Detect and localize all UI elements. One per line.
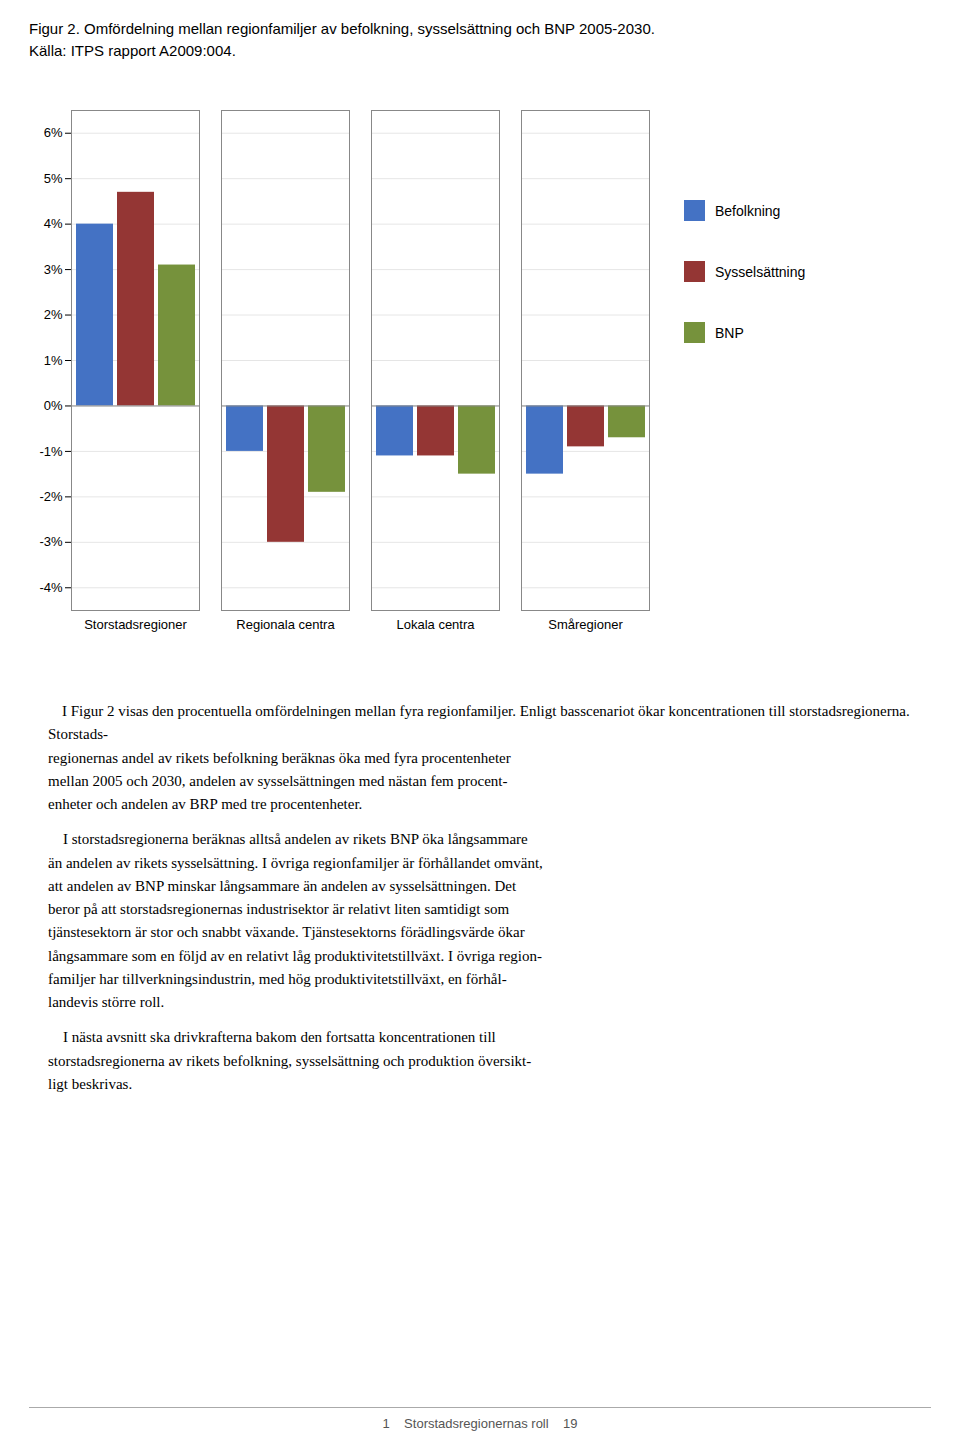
svg-text:6%: 6% — [44, 125, 63, 140]
html-text:I storstadsregionerna beräknas: I storstadsregionerna beräknas alltså an… — [48, 831, 543, 1010]
svg-text:5%: 5% — [44, 171, 63, 186]
html-text:1 Storstadsregionernas roll 19: 1 Storstadsregionernas roll 19 — [382, 1416, 578, 1431]
svg-text:4%: 4% — [44, 216, 63, 231]
html-text:I nästa avsnitt ska drivkrafte: I nästa avsnitt ska drivkrafterna bakom … — [48, 1029, 532, 1092]
html-text:Befolkning: Befolkning — [715, 202, 781, 219]
svg-text:-1%: -1% — [39, 444, 63, 459]
html-text:Sysselsättning: Sysselsättning — [715, 263, 806, 280]
html-text:Figur 2. Omfördelning mellan r: Figur 2. Omfördelning mellan regionfamil… — [29, 20, 655, 37]
svg-text:-2%: -2% — [39, 489, 63, 504]
svg-text:Regionala centra: Regionala centra — [236, 617, 335, 632]
html-text:Källa: ITPS rapport A2009:004.: Källa: ITPS rapport A2009:004. — [29, 41, 236, 59]
svg-text:-4%: -4% — [39, 580, 63, 595]
svg-text:-3%: -3% — [39, 534, 63, 549]
svg-text:1%: 1% — [44, 353, 63, 368]
svg-text:3%: 3% — [44, 262, 63, 277]
svg-text:0%: 0% — [44, 398, 63, 413]
html-text:BNP: BNP — [715, 324, 744, 341]
svg-text:Lokala centra: Lokala centra — [396, 617, 475, 632]
svg-text:Storstadsregioner: Storstadsregioner — [84, 617, 187, 632]
svg-text:2%: 2% — [44, 307, 63, 322]
svg-text:Småregioner: Småregioner — [548, 617, 623, 632]
html-text:I Figur 2 visas den procentuel: I Figur 2 visas den procentuella omförde… — [48, 703, 914, 812]
